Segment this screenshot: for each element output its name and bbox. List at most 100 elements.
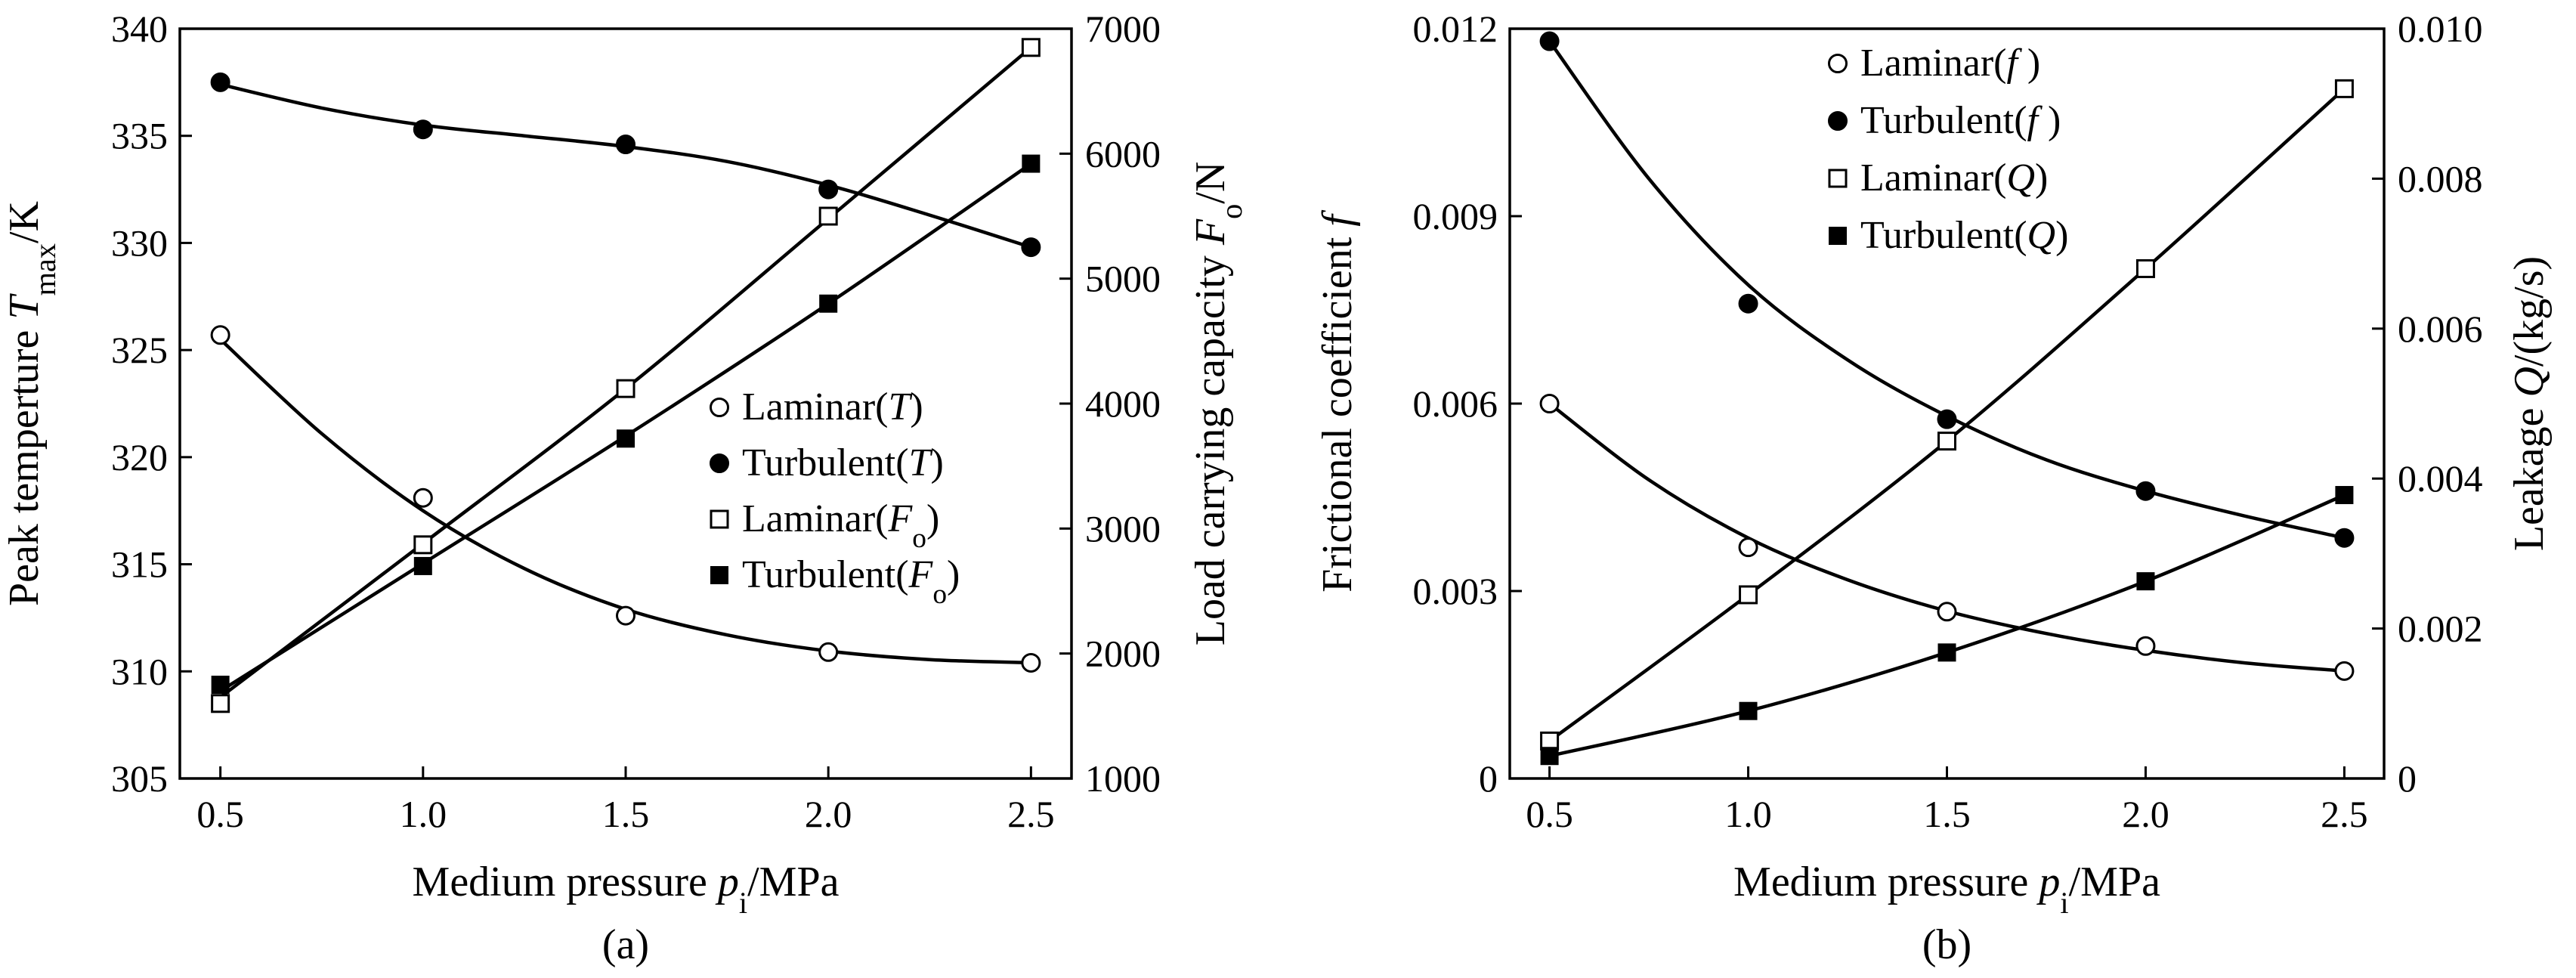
data-point-turbulent-f [2334,528,2355,548]
data-point-turbulent-f [617,429,635,448]
legend-label-laminar-f-unit: ) [2018,42,2040,85]
x-axis-title-symbol: p [2036,859,2060,905]
legend-label-turbulent-t-symbol: T [909,441,933,484]
y-left-tick-label: 325 [111,329,168,371]
y-right-tick-label: 3000 [1085,507,1161,549]
legend-label-turbulent-q-symbol: Q [2027,214,2056,257]
legend-marker-laminar-f [710,509,729,529]
data-point-laminar-f [1021,38,1041,57]
x-axis-title-subscript: i [739,886,747,920]
y-right-tick-label: 7000 [1085,8,1161,50]
data-point-laminar-f [2135,636,2156,656]
data-point-turbulent-q [1540,747,1559,766]
legend-label-laminar-f-symbol: F [887,497,913,540]
legend-marker-laminar-f [1828,54,1848,73]
x-axis-title: Medium pressure pi/MPa [1733,859,2160,920]
series-laminar-t [210,325,1041,673]
legend-label-turbulent-f-text: Turbulent( [1860,99,2027,142]
y-right-axis-title-symbol: F [1187,218,1234,246]
data-point-turbulent-q [2335,486,2354,505]
legend-label-turbulent-q-text: Turbulent( [1860,214,2027,257]
legend-marker-laminar-q [1828,169,1848,188]
y-left-axis-title-text: Peak temperture [1,320,48,606]
y-right-tick-label: 1000 [1085,757,1161,800]
data-point-turbulent-q [1739,701,1758,720]
y-right-axis-title-text: Leakage [2506,398,2553,552]
series-line-turbulent-q [1549,493,2346,758]
series-line-turbulent-f [1548,40,2345,540]
x-tick-label: 1.0 [400,793,447,835]
data-point-laminar-t [616,605,635,626]
y-left-tick-label: 305 [111,757,168,800]
data-point-laminar-f [2334,661,2355,681]
x-tick-label: 1.5 [602,793,650,835]
y-left-tick-label: 0 [1479,757,1498,800]
legend-label-laminar-q-symbol: Q [2006,156,2035,200]
data-point-turbulent-t [818,179,839,200]
figure-caption: (b) [1922,921,1971,968]
y-left-axis-title-subscript: max [28,243,62,296]
legend-marker-laminar-t [710,398,729,417]
y-right-tick-label: 0.006 [2398,308,2483,350]
y-left-axis-title-text: Frictional coefficient [1314,227,1361,593]
y-left-axis-title-unit: /K [1,201,48,243]
x-tick-label: 1.0 [1724,793,1772,835]
figure-caption: (a) [602,921,649,968]
data-point-turbulent-q [1937,643,1956,662]
data-point-laminar-t [413,487,433,508]
series-turbulent-t [210,72,1041,258]
data-point-turbulent-f [1738,293,1758,314]
data-point-laminar-f [1937,602,1957,622]
legend-marker-turbulent-f [1828,111,1848,131]
y-left-tick-label: 310 [111,650,168,692]
legend-label-laminar-f: Laminar(f ) [1860,42,2040,85]
y-right-axis-title-text: Load carrying capacity [1187,245,1234,645]
legend-label-laminar-t-unit: ) [910,385,923,429]
x-axis-title-unit: /MPa [2069,859,2160,905]
y-right-axis-title-subscript: o [1214,204,1248,219]
x-tick-label: 0.5 [196,793,244,835]
x-axis-title-subscript: i [2060,886,2068,920]
legend-label-turbulent-f-unit: ) [2038,99,2061,142]
data-point-turbulent-f [2135,481,2156,501]
data-point-laminar-q [2334,79,2354,98]
legend-marker-turbulent-f [710,566,728,584]
legend-label-turbulent-t-unit: ) [930,441,943,484]
legend-label-laminar-q-unit: ) [2035,156,2048,200]
y-left-tick-label: 320 [111,436,168,478]
data-point-laminar-f [1539,394,1560,413]
y-left-tick-label: 0.006 [1413,382,1498,425]
y-right-tick-label: 0.004 [2398,457,2483,500]
y-left-tick-label: 0.003 [1413,570,1498,612]
series-laminar-f [1539,394,2355,681]
legend-label-laminar-f-text: Laminar( [742,497,888,540]
y-left-axis-title: Peak temperture Tmax/K [1,201,62,606]
data-point-laminar-t [1021,652,1041,673]
data-point-turbulent-f [413,556,432,575]
legend-label-turbulent-q-unit: ) [2055,214,2068,257]
y-right-tick-label: 6000 [1085,132,1161,175]
legend-label-laminar-f: Laminar(Fo) [742,497,939,554]
data-point-turbulent-t [1021,237,1041,258]
y-left-tick-label: 0.009 [1413,195,1498,237]
series-turbulent-f [211,154,1041,694]
legend-label-laminar-f-subscript: o [912,523,926,554]
data-point-turbulent-t [616,135,635,155]
series-laminar-q [1540,79,2354,751]
y-right-tick-label: 0 [2398,757,2417,800]
legend-label-laminar-q: Laminar(Q) [1860,156,2048,200]
y-left-tick-label: 330 [111,221,168,264]
x-axis-title: Medium pressure pi/MPa [413,859,840,920]
data-point-laminar-q [1937,432,1956,451]
y-right-axis-title-unit: /(kg/s) [2506,256,2553,367]
y-right-tick-label: 5000 [1085,258,1161,300]
chart-b: 0.5 1.0 1.5 2.0 2.5 0 0.003 0.006 0.009 0.012 0 0.0… [1314,8,2553,968]
y-left-axis-title-symbol: f [1314,209,1361,227]
y-left-tick-label: 315 [111,543,168,586]
legend-label-laminar-q-text: Laminar( [1860,156,2006,200]
data-point-laminar-f [211,694,230,713]
series-line-turbulent-t [220,82,1032,249]
legend-label-laminar-f-unit: ) [926,497,939,540]
legend-label-turbulent-t-text: Turbulent( [742,441,909,484]
legend-label-turbulent-t: Turbulent(T) [742,441,944,484]
